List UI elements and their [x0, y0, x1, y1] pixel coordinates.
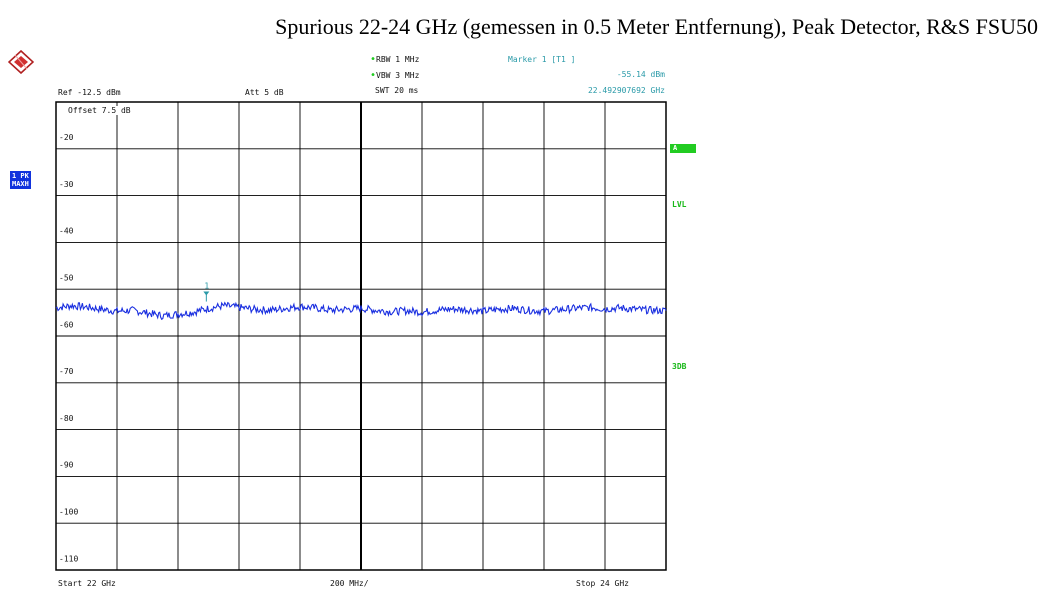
ref-level: Ref -12.5 dBm — [58, 88, 121, 97]
y-tick-label-bg — [58, 225, 77, 236]
y-tick-label: -80 — [59, 414, 74, 423]
y-tick-label-bg — [58, 272, 77, 283]
y-tick-label: -30 — [59, 180, 74, 189]
status-3db-label: 3DB — [672, 362, 687, 371]
status-a-badge: A — [670, 144, 696, 153]
sweep-time: SWT 20 ms — [375, 86, 419, 95]
y-tick-label: -100 — [59, 508, 78, 517]
y-tick-label-bg — [58, 506, 82, 517]
marker-triangle — [203, 291, 210, 296]
y-tick-label-bg — [58, 553, 82, 564]
y-tick-label-bg — [58, 178, 77, 189]
attenuation: Att 5 dB — [245, 88, 284, 97]
y-tick-label: -90 — [59, 461, 74, 470]
marker-number-label: 1 — [204, 282, 209, 291]
y-tick-label-bg — [58, 366, 77, 377]
marker-group: 1 — [203, 282, 210, 302]
rohde-schwarz-logo-icon — [8, 50, 34, 74]
trace-mode-badge: 1 PK MAXH — [10, 171, 31, 189]
stop-frequency: Stop 24 GHz — [576, 579, 629, 588]
y-tick-label: -70 — [59, 367, 74, 376]
y-tick-label: -20 — [59, 133, 74, 142]
y-tick-label-bg — [58, 132, 77, 143]
page-title: Spurious 22-24 GHz (gemessen in 0.5 Mete… — [275, 14, 1038, 39]
vbw-readout: •VBW 3 MHz — [370, 70, 420, 81]
y-tick-label-bg — [58, 319, 77, 330]
series-trace — [55, 301, 667, 321]
status-lvl-label: LVL — [672, 200, 687, 209]
y-tick-label-bg — [58, 412, 77, 423]
y-tick-label: -50 — [59, 274, 74, 283]
y-tick-label: -110 — [59, 554, 78, 563]
y-tick-label: -60 — [59, 320, 74, 329]
y-tick-labels: -20 -30 -40 -50 -60 -70 -80 -90 -100 -110 — [58, 132, 82, 564]
offset-readout: Offset 7.5 dB — [68, 106, 131, 115]
y-tick-label: -40 — [59, 227, 74, 236]
marker-label: Marker 1 [T1 ] — [508, 55, 576, 64]
y-tick-label-bg — [58, 459, 77, 470]
start-frequency: Start 22 GHz — [58, 579, 116, 588]
chart-grid — [55, 101, 667, 571]
marker-level: -55.14 dBm — [616, 70, 665, 79]
rbw-readout: •RBW 1 MHz — [370, 54, 420, 65]
marker-frequency: 22.492907692 GHz — [587, 86, 665, 95]
span-per-division: 200 MHz/ — [330, 579, 369, 588]
